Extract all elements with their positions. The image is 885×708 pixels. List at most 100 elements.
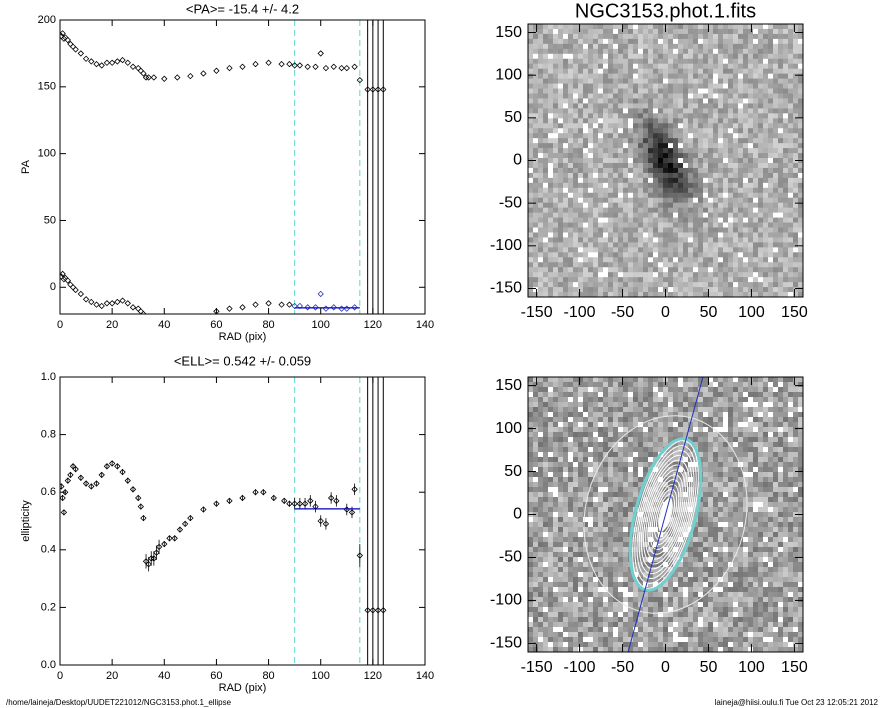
pixel — [738, 53, 744, 60]
pixel — [628, 113, 634, 119]
pixel — [628, 88, 634, 94]
pixel — [628, 143, 634, 149]
pixel — [538, 397, 544, 403]
pixel — [618, 417, 624, 423]
pixel — [573, 172, 579, 179]
pixel — [563, 612, 569, 618]
pixel — [753, 58, 759, 65]
pixel — [553, 237, 559, 243]
pixel — [708, 58, 714, 65]
pixel — [753, 43, 759, 50]
pixel — [683, 118, 689, 124]
pixel — [688, 182, 694, 189]
pixel — [658, 197, 664, 204]
pixel — [598, 63, 604, 70]
pixel — [743, 282, 749, 288]
pixel — [618, 148, 624, 154]
point — [322, 520, 330, 528]
pixel — [528, 282, 534, 288]
point — [343, 64, 350, 72]
pixel — [693, 128, 699, 134]
pixel — [793, 98, 799, 104]
pixel — [563, 412, 569, 418]
pixel — [753, 128, 759, 134]
pixel — [593, 502, 599, 508]
pixel — [543, 397, 549, 403]
pixel — [683, 227, 689, 233]
pixel — [768, 128, 774, 134]
pixel — [563, 133, 569, 139]
pixel — [533, 542, 539, 548]
pixel — [628, 622, 634, 628]
pixel — [533, 527, 539, 533]
pixel — [558, 507, 564, 513]
point — [304, 63, 311, 70]
pixel — [548, 642, 554, 648]
pixel — [623, 78, 629, 84]
pixel — [623, 637, 629, 643]
pixel — [623, 128, 629, 134]
pixel — [668, 133, 674, 139]
pixel — [543, 432, 549, 438]
pixel — [633, 78, 639, 84]
pixel — [583, 287, 589, 293]
pixel — [543, 98, 549, 104]
pixel — [528, 177, 534, 184]
pixel — [743, 192, 749, 199]
pixel — [773, 128, 779, 134]
pixel — [568, 637, 574, 643]
pixel — [633, 422, 639, 428]
pixel — [653, 292, 659, 298]
pixel — [783, 232, 789, 238]
pixel — [568, 207, 574, 214]
pixel — [563, 287, 569, 293]
pixel — [658, 98, 664, 104]
pixel — [628, 467, 634, 473]
pixel — [673, 73, 679, 79]
pixel — [633, 93, 639, 99]
pixel — [618, 212, 624, 218]
pixel — [593, 522, 599, 528]
pixel — [598, 547, 604, 553]
pixel — [753, 78, 759, 84]
pixel — [663, 472, 669, 478]
pixel — [573, 612, 579, 618]
pixel — [678, 88, 684, 94]
pixel — [793, 53, 799, 60]
pixel — [543, 172, 549, 179]
pixel — [533, 392, 539, 398]
pixel — [618, 527, 624, 533]
pixel — [753, 73, 759, 79]
pixel — [758, 113, 764, 119]
pixel — [773, 187, 779, 194]
pixel — [558, 282, 564, 288]
pixel — [663, 78, 669, 84]
pixel — [678, 217, 684, 223]
pixel — [603, 93, 609, 99]
pixel — [628, 93, 634, 99]
pixel — [708, 38, 714, 45]
pixel — [798, 53, 804, 60]
pixel — [583, 222, 589, 228]
pixel — [758, 73, 764, 79]
pixel — [573, 492, 579, 498]
pixel — [563, 407, 569, 413]
pixel — [648, 138, 654, 144]
pixel — [598, 182, 604, 189]
pixel — [648, 562, 654, 568]
pixel — [753, 98, 759, 104]
pixel — [638, 93, 644, 99]
pixel — [568, 442, 574, 448]
pixel — [733, 292, 739, 298]
pixel — [778, 257, 784, 263]
pixel — [538, 272, 544, 278]
pixel — [623, 487, 629, 493]
pixel — [538, 527, 544, 533]
pixel — [798, 68, 804, 75]
pixel — [558, 232, 564, 238]
pixel — [798, 148, 804, 154]
pixel — [573, 207, 579, 214]
pixel — [638, 53, 644, 60]
pixel — [548, 377, 554, 383]
pixel — [688, 118, 694, 124]
